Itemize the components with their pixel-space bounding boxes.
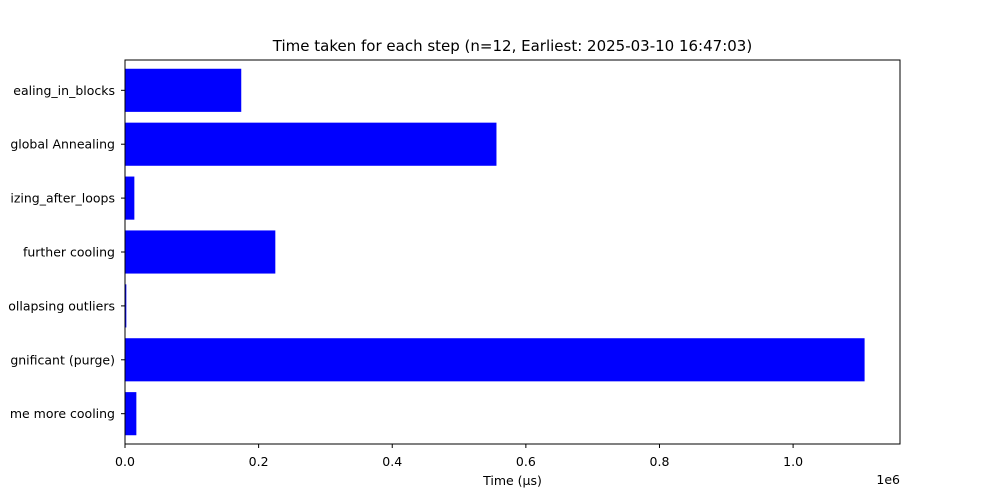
x-axis-label: Time (µs) bbox=[482, 473, 542, 488]
bars-group bbox=[125, 68, 865, 436]
x-axis: 0.0 0.2 0.4 0.6 0.8 1.0 bbox=[115, 444, 803, 469]
y-tick-label: izing_after_loops bbox=[10, 191, 115, 206]
y-tick-label: further cooling bbox=[23, 245, 115, 260]
x-axis-scale-label: 1e6 bbox=[876, 472, 900, 487]
y-tick-label: global Annealing bbox=[10, 137, 115, 152]
y-tick-label: gnificant (purge) bbox=[10, 352, 115, 367]
x-tick-label: 0.8 bbox=[650, 454, 670, 469]
y-tick-label: ealing_in_blocks bbox=[13, 83, 115, 98]
y-tick-label: me more cooling bbox=[10, 406, 115, 421]
x-tick-label: 0.0 bbox=[115, 454, 135, 469]
bar bbox=[125, 392, 137, 436]
x-tick-label: 1.0 bbox=[783, 454, 803, 469]
x-tick-label: 0.2 bbox=[249, 454, 269, 469]
bar bbox=[125, 338, 865, 382]
chart-title: Time taken for each step (n=12, Earliest… bbox=[272, 37, 752, 55]
bar bbox=[125, 68, 242, 112]
x-tick-label: 0.6 bbox=[516, 454, 536, 469]
bar bbox=[125, 230, 276, 274]
x-tick-label: 0.4 bbox=[382, 454, 402, 469]
bar bbox=[125, 122, 497, 166]
y-tick-label: ollapsing outliers bbox=[8, 298, 115, 313]
bar bbox=[125, 284, 127, 328]
bar bbox=[125, 176, 135, 220]
